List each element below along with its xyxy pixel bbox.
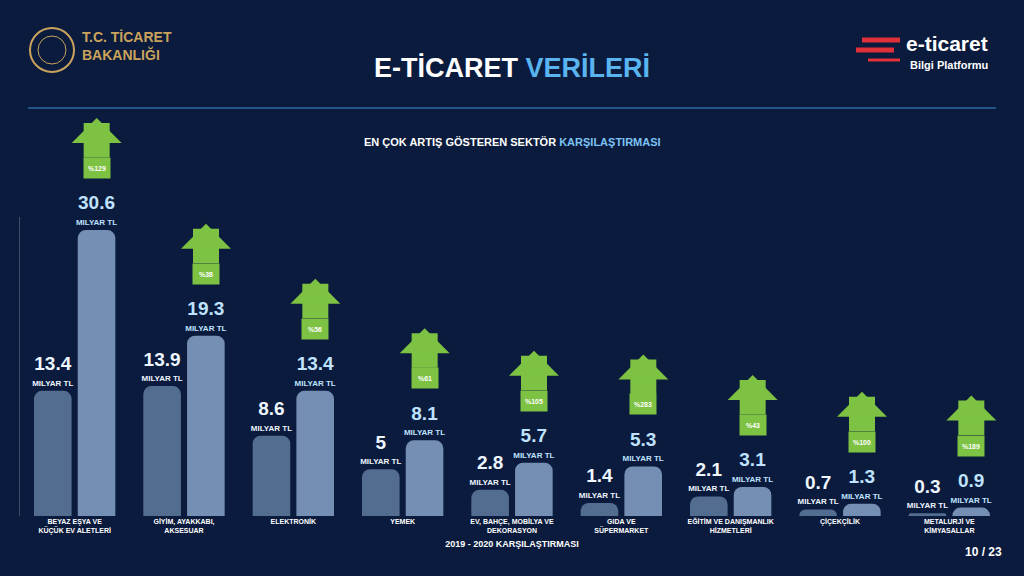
svg-text:%129: %129 [88, 165, 106, 172]
svg-text:ÇİÇEKÇİLİK: ÇİÇEKÇİLİK [820, 518, 860, 526]
svg-text:10 / 23: 10 / 23 [965, 545, 1002, 559]
svg-text:e-ticaret: e-ticaret [906, 32, 988, 55]
svg-text:2019 - 2020 KARŞILAŞTIRMASI: 2019 - 2020 KARŞILAŞTIRMASI [445, 539, 579, 549]
svg-text:0.3MILYAR TL: 0.3MILYAR TL [907, 476, 948, 511]
svg-text:%38: %38 [199, 271, 213, 278]
svg-text:E-TİCARET VERİLERİ: E-TİCARET VERİLERİ [374, 53, 650, 83]
svg-text:%105: %105 [525, 398, 543, 405]
svg-text:19.3MILYAR TL: 19.3MILYAR TL [185, 298, 226, 333]
svg-text:BEYAZ EŞYA VEKÜÇÜK EV ALETLERİ: BEYAZ EŞYA VEKÜÇÜK EV ALETLERİ [38, 518, 111, 535]
svg-text:8.6MILYAR TL: 8.6MILYAR TL [251, 398, 292, 433]
svg-text:ELEKTRONİK: ELEKTRONİK [271, 518, 317, 525]
svg-text:8.1MILYAR TL: 8.1MILYAR TL [404, 403, 445, 438]
svg-text:30.6MILYAR TL: 30.6MILYAR TL [76, 192, 117, 227]
svg-text:EĞİTİM VE DANIŞMANLIKHİZMETLER: EĞİTİM VE DANIŞMANLIKHİZMETLERİ [687, 517, 773, 534]
svg-text:5MILYAR TL: 5MILYAR TL [360, 432, 401, 467]
svg-text:GIDA VESÜPERMARKET: GIDA VESÜPERMARKET [594, 518, 649, 534]
svg-text:1.3MILYAR TL: 1.3MILYAR TL [841, 466, 882, 501]
svg-text:GİYİM, AYAKKABI,AKSESUAR: GİYİM, AYAKKABI,AKSESUAR [153, 518, 214, 534]
svg-text:2.1MILYAR TL: 2.1MILYAR TL [688, 459, 729, 494]
svg-text:%283: %283 [634, 401, 652, 408]
svg-text:5.7MILYAR TL: 5.7MILYAR TL [513, 425, 554, 460]
svg-text:%61: %61 [418, 375, 432, 382]
svg-text:13.4MILYAR TL: 13.4MILYAR TL [295, 353, 336, 388]
svg-text:5.3MILYAR TL: 5.3MILYAR TL [623, 429, 664, 464]
svg-text:2.8MILYAR TL: 2.8MILYAR TL [469, 452, 510, 487]
svg-text:YEMEK: YEMEK [390, 518, 415, 525]
svg-text:13.9MILYAR TL: 13.9MILYAR TL [141, 349, 182, 384]
svg-text:Bilgi Platformu: Bilgi Platformu [910, 59, 988, 71]
svg-text:%43: %43 [746, 422, 760, 429]
svg-text:METALURJİ VEKİMYASALLAR: METALURJİ VEKİMYASALLAR [924, 518, 975, 534]
svg-text:3.1MILYAR TL: 3.1MILYAR TL [732, 449, 773, 484]
svg-text:T.C. TİCARETBAKANLIĞI: T.C. TİCARETBAKANLIĞI [82, 29, 172, 63]
svg-text:0.7MILYAR TL: 0.7MILYAR TL [797, 472, 838, 507]
svg-text:0.9MILYAR TL: 0.9MILYAR TL [951, 470, 992, 505]
svg-text:%56: %56 [308, 326, 322, 333]
svg-text:%189: %189 [962, 443, 980, 450]
svg-text:13.4MILYAR TL: 13.4MILYAR TL [32, 353, 73, 388]
svg-text:EV, BAHÇE, MOBİLYA VEDEKORASYO: EV, BAHÇE, MOBİLYA VEDEKORASYON [470, 518, 554, 534]
svg-text:%100: %100 [853, 439, 871, 446]
svg-text:EN ÇOK ARTIŞ GÖSTEREN SEKTÖR K: EN ÇOK ARTIŞ GÖSTEREN SEKTÖR KARŞILAŞTIR… [364, 136, 661, 148]
svg-text:1.4MILYAR TL: 1.4MILYAR TL [579, 465, 620, 500]
